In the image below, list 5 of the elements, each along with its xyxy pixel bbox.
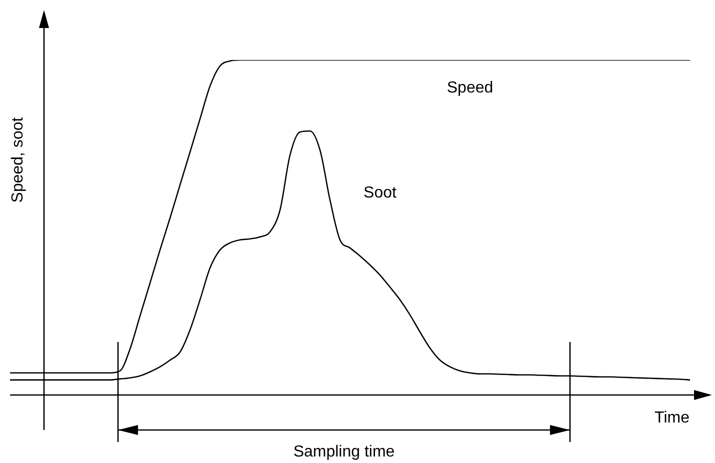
x-axis-title: Time	[654, 409, 690, 426]
y-axis-title: Speed, soot	[9, 116, 26, 203]
text: Sampling time	[293, 443, 395, 460]
series-label: Speed	[446, 79, 494, 96]
text: Soot	[364, 184, 398, 202]
